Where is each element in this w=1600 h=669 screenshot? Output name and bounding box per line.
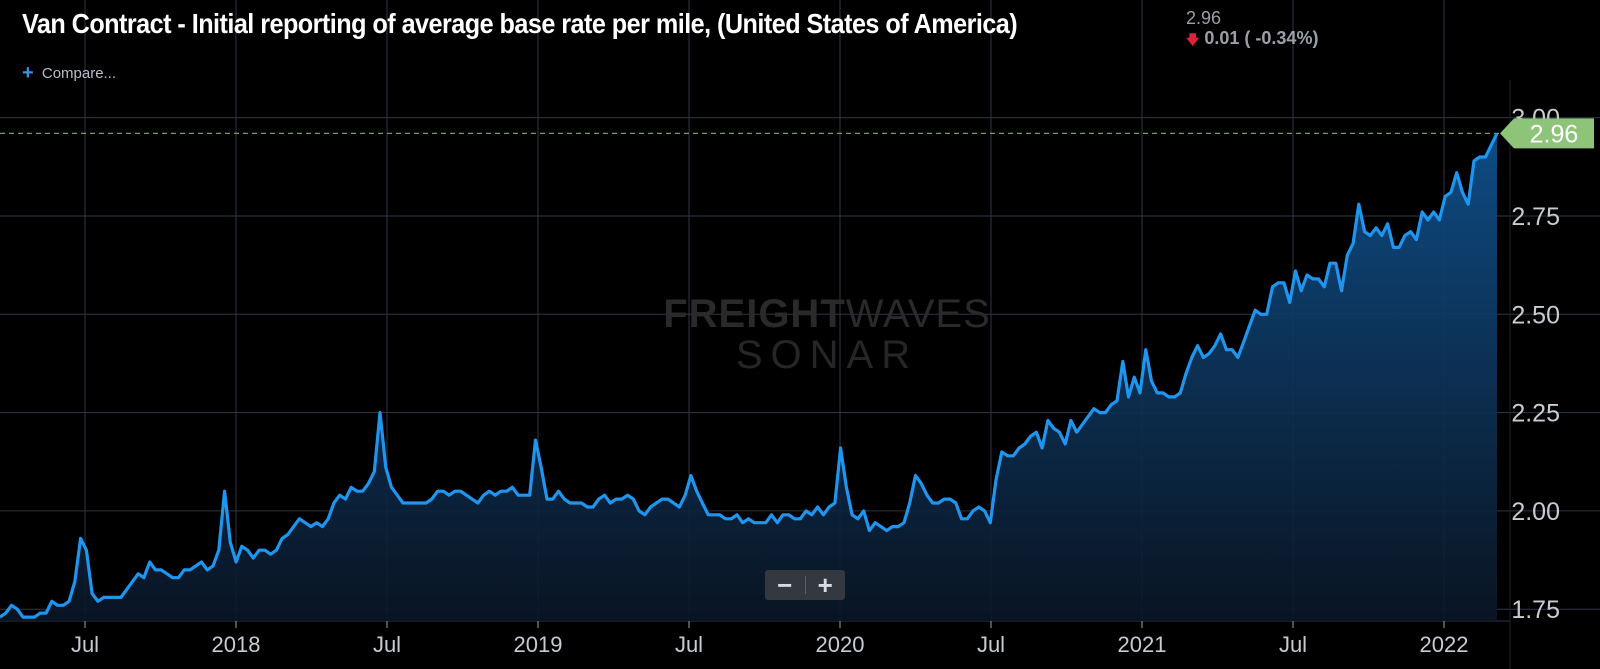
chart-title: Van Contract - Initial reporting of aver… xyxy=(22,8,1018,39)
watermark-word-waves: WAVES xyxy=(845,292,991,336)
x-tick-label: Jul xyxy=(675,632,703,657)
series-line xyxy=(0,132,1499,619)
down-arrow-icon: 🡇 xyxy=(1186,32,1200,47)
price-summary: 2.96 🡇 0.01 ( -0.34%) xyxy=(1186,8,1318,50)
zoom-separator xyxy=(804,576,806,594)
compare-button[interactable]: + Compare... xyxy=(22,62,116,85)
y-tick-label: 1.75 xyxy=(1511,596,1560,624)
plus-icon: + xyxy=(22,62,34,84)
x-tick-label: 2018 xyxy=(212,632,261,657)
x-tick-label: Jul xyxy=(71,632,99,657)
compare-label: Compare... xyxy=(41,65,117,82)
x-tick-label: 2019 xyxy=(514,632,563,657)
price-change: 🡇 0.01 ( -0.34%) xyxy=(1186,28,1318,50)
zoom-out-button[interactable]: − xyxy=(777,570,793,600)
series-area-fill xyxy=(0,133,1497,621)
freightwaves-sonar-watermark: FREIGHTWAVES SONAR xyxy=(592,292,1062,378)
x-axis: Jul 2018 Jul 2019 Jul 2020 Jul 2021 Jul 2022 xyxy=(71,621,1469,657)
zoom-in-button[interactable]: + xyxy=(817,570,833,600)
y-tick-label: 2.75 xyxy=(1511,203,1560,231)
x-tick-label: 2022 xyxy=(1420,632,1469,657)
watermark-word-freight: FREIGHT xyxy=(663,292,846,336)
zoom-control: − + xyxy=(765,570,845,600)
last-value-tag-label: 2.96 xyxy=(1530,120,1579,148)
last-value-tag: 2.96 xyxy=(1500,118,1594,149)
x-tick-label: 2020 xyxy=(816,632,865,657)
watermark-word-sonar: SONAR xyxy=(735,333,919,377)
y-tick-label: 2.25 xyxy=(1511,400,1560,428)
y-axis: 1.752.002.252.502.753.00 xyxy=(1511,105,1560,625)
x-tick-label: Jul xyxy=(373,632,401,657)
x-tick-label: 2021 xyxy=(1118,632,1167,657)
last-price: 2.96 xyxy=(1186,8,1222,28)
y-tick-label: 2.50 xyxy=(1511,301,1560,329)
price-change-text: 0.01 ( -0.34%) xyxy=(1204,28,1319,48)
x-tick-label: Jul xyxy=(1279,632,1307,657)
last-value-tag-shape xyxy=(1500,118,1594,149)
y-tick-label: 2.00 xyxy=(1511,498,1560,526)
x-tick-label: Jul xyxy=(977,632,1005,657)
